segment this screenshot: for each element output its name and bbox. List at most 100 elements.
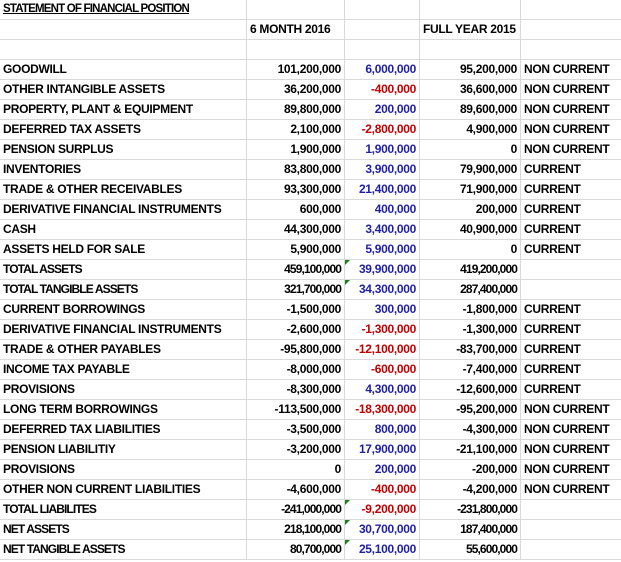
row-label[interactable]: NET ASSETS xyxy=(0,520,247,539)
row-label[interactable]: NET TANGIBLE ASSETS xyxy=(0,540,247,559)
cell[interactable] xyxy=(345,0,420,19)
cell[interactable] xyxy=(345,40,420,59)
value-full-year-2015[interactable]: -12,600,000 xyxy=(420,380,521,399)
row-label[interactable]: TRADE & OTHER PAYABLES xyxy=(0,340,247,359)
value-full-year-2015[interactable]: 71,900,000 xyxy=(420,180,521,199)
row-label[interactable]: DEFERRED TAX LIABILITIES xyxy=(0,420,247,439)
value-6-month-2016[interactable]: 89,800,000 xyxy=(247,100,345,119)
classification[interactable]: CURRENT xyxy=(524,362,581,376)
classification[interactable]: NON CURRENT xyxy=(524,402,610,416)
cell[interactable] xyxy=(521,40,621,59)
row-label[interactable]: GOODWILL xyxy=(0,60,247,79)
value-change[interactable]: 4,300,000 xyxy=(345,380,420,399)
classification[interactable]: NON CURRENT xyxy=(524,122,610,136)
classification[interactable]: CURRENT xyxy=(524,182,581,196)
classification[interactable] xyxy=(521,260,621,279)
classification[interactable]: CURRENT xyxy=(524,202,581,216)
value-6-month-2016[interactable]: 459,100,000 xyxy=(247,260,345,279)
value-full-year-2015[interactable]: -21,100,000 xyxy=(420,440,521,459)
row-label[interactable]: DERIVATIVE FINANCIAL INSTRUMENTS xyxy=(0,200,247,219)
value-change[interactable]: 400,000 xyxy=(345,200,420,219)
row-label[interactable]: PROPERTY, PLANT & EQUIPMENT xyxy=(0,100,247,119)
classification[interactable]: NON CURRENT xyxy=(524,482,610,496)
value-full-year-2015[interactable]: -1,800,000 xyxy=(420,300,521,319)
classification[interactable]: NON CURRENT xyxy=(524,142,610,156)
sheet-title[interactable]: STATEMENT OF FINANCIAL POSITION xyxy=(0,0,247,19)
value-full-year-2015[interactable]: -4,200,000 xyxy=(420,480,521,499)
value-change[interactable]: 5,900,000 xyxy=(345,240,420,259)
header-classification[interactable] xyxy=(521,20,621,39)
value-6-month-2016[interactable]: 2,100,000 xyxy=(247,120,345,139)
value-full-year-2015[interactable]: 0 xyxy=(420,140,521,159)
row-label[interactable]: LONG TERM BORROWINGS xyxy=(0,400,247,419)
value-full-year-2015[interactable]: 287,400,000 xyxy=(420,280,521,299)
value-change[interactable]: -12,100,000 xyxy=(345,340,420,359)
value-change[interactable]: 34,300,000 xyxy=(345,280,420,299)
row-label[interactable]: OTHER NON CURRENT LIABILITIES xyxy=(0,480,247,499)
value-change[interactable]: -1,300,000 xyxy=(345,320,420,339)
value-6-month-2016[interactable]: -8,300,000 xyxy=(247,380,345,399)
row-label[interactable]: PROVISIONS xyxy=(0,380,247,399)
value-change[interactable]: 200,000 xyxy=(345,460,420,479)
cell[interactable] xyxy=(521,0,621,19)
row-label[interactable]: ASSETS HELD FOR SALE xyxy=(0,240,247,259)
value-6-month-2016[interactable]: -8,000,000 xyxy=(247,360,345,379)
cell[interactable] xyxy=(0,40,247,59)
value-change[interactable]: 3,400,000 xyxy=(345,220,420,239)
value-full-year-2015[interactable]: -231,800,000 xyxy=(420,500,521,519)
value-change[interactable]: 17,900,000 xyxy=(345,440,420,459)
row-label[interactable]: TOTAL ASSETS xyxy=(0,260,247,279)
row-label[interactable]: INCOME TAX PAYABLE xyxy=(0,360,247,379)
value-6-month-2016[interactable]: 36,200,000 xyxy=(247,80,345,99)
value-full-year-2015[interactable]: 0 xyxy=(420,240,521,259)
row-label[interactable]: TOTAL TANGIBLE ASSETS xyxy=(0,280,247,299)
classification[interactable]: NON CURRENT xyxy=(524,102,610,116)
value-change[interactable]: -600,000 xyxy=(345,360,420,379)
classification[interactable]: NON CURRENT xyxy=(524,82,610,96)
value-6-month-2016[interactable]: 44,300,000 xyxy=(247,220,345,239)
value-6-month-2016[interactable]: -241,000,000 xyxy=(247,500,345,519)
value-change[interactable]: -400,000 xyxy=(345,480,420,499)
value-6-month-2016[interactable]: 83,800,000 xyxy=(247,160,345,179)
classification[interactable]: CURRENT xyxy=(524,222,581,236)
value-change[interactable]: -2,800,000 xyxy=(345,120,420,139)
value-change[interactable]: 300,000 xyxy=(345,300,420,319)
value-6-month-2016[interactable]: -4,600,000 xyxy=(247,480,345,499)
cell[interactable] xyxy=(247,40,345,59)
classification[interactable]: CURRENT xyxy=(524,162,581,176)
value-change[interactable]: 21,400,000 xyxy=(345,180,420,199)
row-label[interactable]: INVENTORIES xyxy=(0,160,247,179)
classification[interactable]: NON CURRENT xyxy=(524,442,610,456)
cell[interactable] xyxy=(0,20,247,39)
cell[interactable] xyxy=(247,0,345,19)
header-full-year-2015[interactable]: FULL YEAR 2015 xyxy=(420,20,521,39)
value-full-year-2015[interactable]: -4,300,000 xyxy=(420,420,521,439)
value-full-year-2015[interactable]: 95,200,000 xyxy=(420,60,521,79)
value-full-year-2015[interactable]: 40,900,000 xyxy=(420,220,521,239)
row-label[interactable]: CURRENT BORROWINGS xyxy=(0,300,247,319)
value-full-year-2015[interactable]: 419,200,000 xyxy=(420,260,521,279)
value-full-year-2015[interactable]: 200,000 xyxy=(420,200,521,219)
row-label[interactable]: TOTAL LIABILITES xyxy=(0,500,247,519)
row-label[interactable]: DEFERRED TAX ASSETS xyxy=(0,120,247,139)
value-change[interactable]: 6,000,000 xyxy=(345,60,420,79)
row-label[interactable]: PENSION LIABILITIY xyxy=(0,440,247,459)
classification[interactable] xyxy=(521,280,621,299)
value-change[interactable]: 200,000 xyxy=(345,100,420,119)
value-change[interactable]: -9,200,000 xyxy=(345,500,420,519)
value-6-month-2016[interactable]: -3,200,000 xyxy=(247,440,345,459)
value-full-year-2015[interactable]: 89,600,000 xyxy=(420,100,521,119)
cell[interactable] xyxy=(420,0,521,19)
value-change[interactable]: 1,900,000 xyxy=(345,140,420,159)
value-6-month-2016[interactable]: 1,900,000 xyxy=(247,140,345,159)
classification[interactable]: NON CURRENT xyxy=(524,62,610,76)
value-6-month-2016[interactable]: 321,700,000 xyxy=(247,280,345,299)
classification[interactable]: NON CURRENT xyxy=(524,462,610,476)
value-6-month-2016[interactable]: -95,800,000 xyxy=(247,340,345,359)
value-change[interactable]: 800,000 xyxy=(345,420,420,439)
value-change[interactable]: -18,300,000 xyxy=(345,400,420,419)
value-full-year-2015[interactable]: -95,200,000 xyxy=(420,400,521,419)
value-6-month-2016[interactable]: -113,500,000 xyxy=(247,400,345,419)
value-full-year-2015[interactable]: 4,900,000 xyxy=(420,120,521,139)
classification[interactable]: CURRENT xyxy=(524,382,581,396)
